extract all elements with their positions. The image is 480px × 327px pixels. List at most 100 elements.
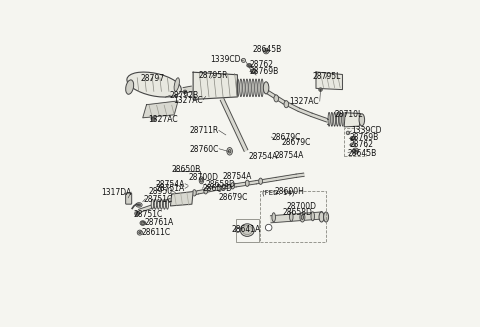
Ellipse shape	[320, 212, 324, 220]
Ellipse shape	[126, 80, 133, 94]
Text: 28751C: 28751C	[134, 210, 163, 219]
Circle shape	[152, 117, 156, 121]
Ellipse shape	[311, 212, 314, 221]
Ellipse shape	[264, 82, 269, 94]
Text: 28762: 28762	[249, 60, 273, 69]
Text: 28769B: 28769B	[249, 67, 278, 76]
Circle shape	[141, 221, 144, 225]
Circle shape	[354, 150, 357, 152]
Ellipse shape	[140, 221, 145, 225]
Ellipse shape	[228, 149, 231, 153]
Circle shape	[153, 118, 155, 120]
Circle shape	[248, 64, 251, 67]
Ellipse shape	[245, 180, 249, 186]
Text: 28641A: 28641A	[231, 225, 261, 234]
Ellipse shape	[163, 199, 166, 209]
Text: 1327AC: 1327AC	[289, 97, 319, 106]
Ellipse shape	[199, 177, 204, 184]
Text: 28650B: 28650B	[171, 165, 201, 174]
Ellipse shape	[247, 64, 252, 67]
Ellipse shape	[151, 199, 154, 209]
Text: 28761A: 28761A	[145, 218, 174, 227]
Text: 28710L: 28710L	[334, 110, 362, 119]
Ellipse shape	[350, 143, 356, 146]
Ellipse shape	[284, 101, 288, 108]
Polygon shape	[344, 113, 360, 127]
Ellipse shape	[127, 72, 181, 97]
Text: 28659D: 28659D	[203, 184, 232, 193]
Ellipse shape	[240, 224, 254, 236]
Bar	[236, 219, 259, 242]
Ellipse shape	[289, 212, 293, 221]
Polygon shape	[283, 101, 300, 111]
Circle shape	[320, 89, 321, 90]
Ellipse shape	[237, 79, 239, 97]
Ellipse shape	[274, 95, 278, 102]
Ellipse shape	[242, 226, 252, 235]
Ellipse shape	[136, 213, 138, 215]
Circle shape	[265, 224, 272, 231]
Ellipse shape	[336, 112, 338, 126]
Circle shape	[241, 59, 245, 62]
Ellipse shape	[251, 69, 257, 73]
Ellipse shape	[240, 79, 242, 97]
Text: 28751A: 28751A	[156, 184, 185, 193]
Text: 28792B: 28792B	[169, 91, 198, 100]
Ellipse shape	[137, 204, 141, 206]
Text: 28760C: 28760C	[190, 145, 219, 154]
Text: 1327AC: 1327AC	[148, 115, 178, 124]
Polygon shape	[143, 101, 178, 118]
Ellipse shape	[331, 112, 333, 126]
Circle shape	[346, 131, 350, 135]
Ellipse shape	[324, 212, 329, 222]
Polygon shape	[193, 72, 238, 99]
Ellipse shape	[200, 179, 203, 182]
Ellipse shape	[255, 79, 257, 97]
Circle shape	[352, 148, 359, 154]
Circle shape	[137, 230, 142, 235]
Text: 28797: 28797	[140, 74, 164, 83]
Polygon shape	[316, 72, 342, 90]
Circle shape	[252, 69, 255, 73]
Polygon shape	[170, 192, 193, 206]
Polygon shape	[298, 108, 312, 116]
Ellipse shape	[160, 199, 163, 209]
Ellipse shape	[334, 112, 336, 126]
Bar	[344, 129, 366, 156]
Bar	[260, 191, 326, 242]
Polygon shape	[138, 204, 156, 213]
Ellipse shape	[272, 213, 276, 222]
Polygon shape	[276, 174, 297, 181]
Ellipse shape	[300, 213, 305, 222]
Text: 1327AC: 1327AC	[173, 96, 203, 105]
Ellipse shape	[135, 212, 140, 215]
Text: 28645B: 28645B	[348, 148, 377, 158]
Circle shape	[351, 136, 355, 140]
Polygon shape	[264, 89, 285, 104]
Polygon shape	[183, 86, 192, 93]
Text: a: a	[236, 227, 240, 232]
Ellipse shape	[157, 199, 159, 209]
Polygon shape	[256, 177, 276, 184]
Text: 28600H: 28600H	[275, 187, 304, 196]
Polygon shape	[236, 181, 256, 187]
Text: 28711R: 28711R	[190, 127, 219, 135]
Text: 28754A: 28754A	[275, 150, 304, 160]
Text: 28950: 28950	[148, 187, 172, 196]
Text: 28700D: 28700D	[287, 202, 316, 212]
Circle shape	[265, 50, 267, 52]
Ellipse shape	[246, 79, 248, 97]
Circle shape	[183, 90, 187, 94]
Text: 1339CD: 1339CD	[210, 55, 241, 64]
Ellipse shape	[204, 188, 208, 194]
Circle shape	[264, 48, 269, 54]
Ellipse shape	[258, 79, 260, 97]
Ellipse shape	[259, 178, 263, 184]
Ellipse shape	[301, 215, 303, 219]
Circle shape	[235, 227, 240, 232]
Ellipse shape	[359, 114, 365, 126]
Circle shape	[319, 88, 322, 91]
Text: 28769B: 28769B	[349, 133, 379, 143]
Ellipse shape	[136, 203, 142, 207]
Text: 28795L: 28795L	[312, 72, 341, 81]
